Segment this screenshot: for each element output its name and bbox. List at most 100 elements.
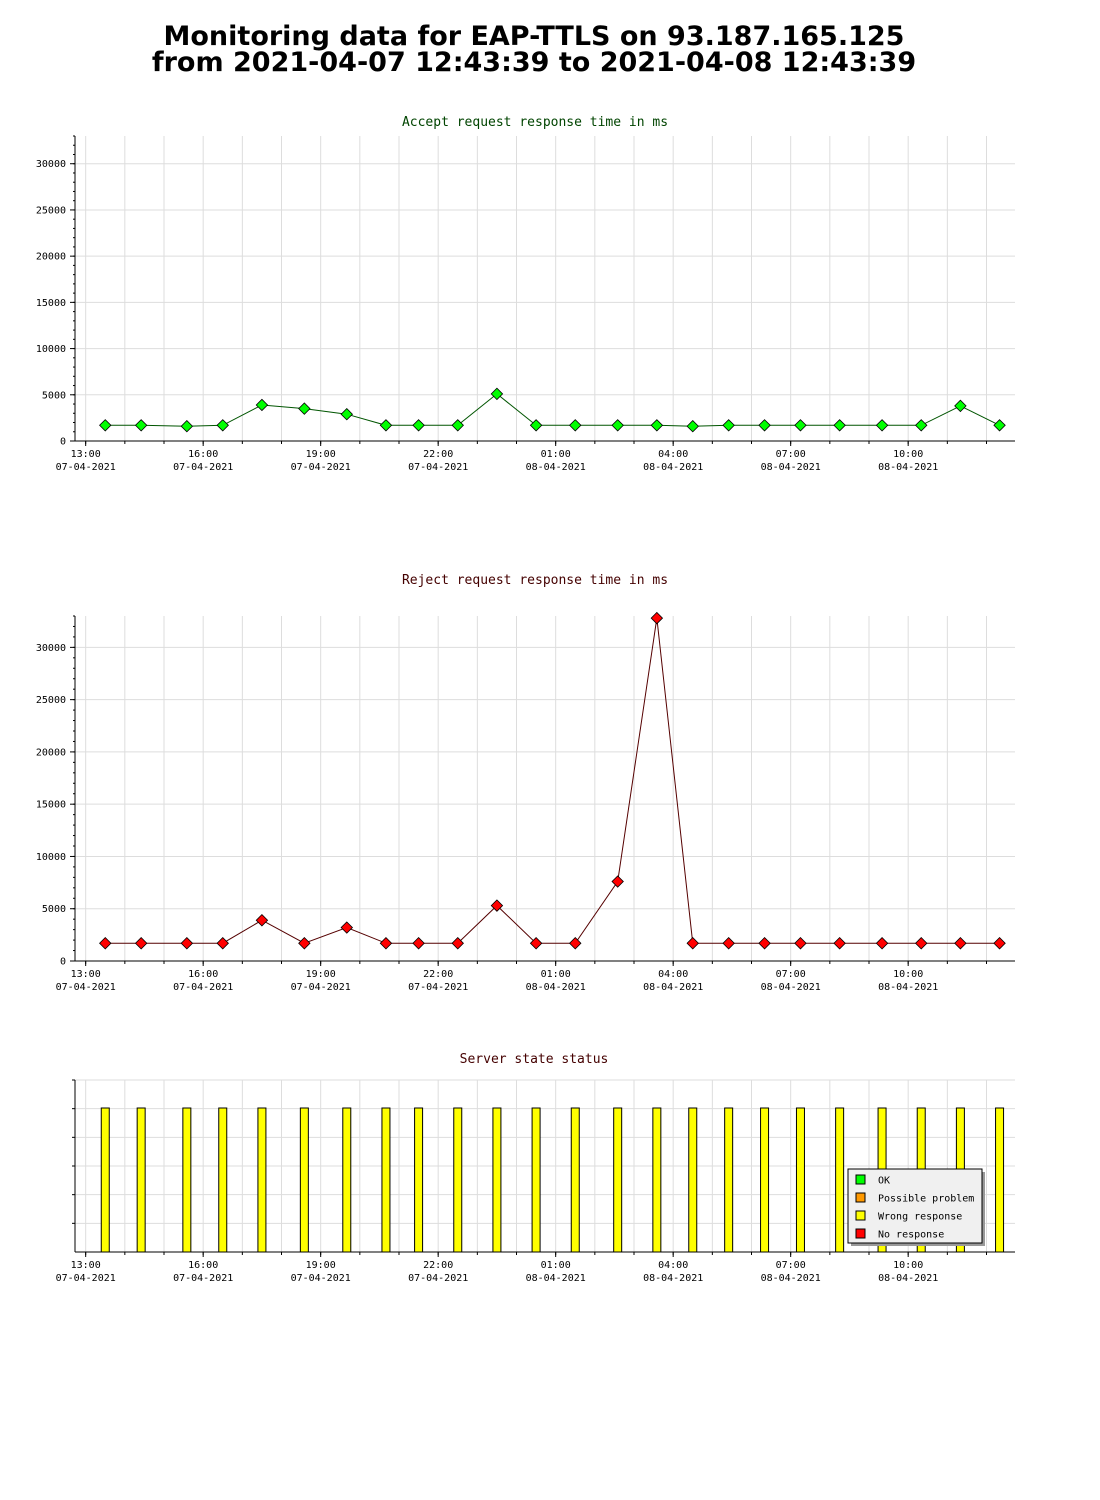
chart-1-data-point [412, 419, 425, 432]
chart-3-status-bar [995, 1107, 1005, 1253]
chart-3-status-bar [257, 1107, 267, 1253]
chart-3-x-tick-date: 07-04-2021 [173, 1273, 233, 1284]
chart-3-legend-swatch [855, 1192, 866, 1203]
chart-1-x-tick-time: 13:00 [71, 449, 101, 460]
chart-3-legend-label: OK [878, 1176, 890, 1187]
chart-2-data-point [412, 937, 425, 950]
chart-2-y-tick-label: 15000 [36, 800, 66, 811]
chart-1-data-point [915, 419, 928, 432]
chart-3-x-tick-time: 04:00 [658, 1260, 688, 1271]
chart-2-x-tick-date: 07-04-2021 [408, 982, 468, 993]
chart-2-data-point [758, 937, 771, 950]
chart-1-data-point [490, 387, 504, 401]
chart-3-status-bar [570, 1107, 580, 1253]
chart-2-x-tick-date: 08-04-2021 [526, 982, 586, 993]
chart-1-data-point [686, 419, 699, 433]
chart-1-x-tick-time: 10:00 [893, 449, 923, 460]
chart-3-x-tick-date: 07-04-2021 [56, 1273, 116, 1284]
chart-3-status-bar [652, 1107, 662, 1253]
chart-2-data-point [993, 937, 1006, 950]
chart-2-series-line [105, 618, 1000, 944]
chart-3-legend-label: No response [878, 1230, 944, 1241]
chart-1-data-point [875, 419, 889, 432]
chart-3-status-bar [342, 1107, 352, 1253]
chart-2-data-point [722, 937, 735, 950]
chart-3-x-tick-date: 08-04-2021 [878, 1273, 938, 1284]
chart-1-y-tick-label: 0 [60, 437, 66, 448]
chart-1-x-tick-date: 07-04-2021 [291, 462, 351, 473]
chart-2-y-tick-label: 30000 [36, 643, 66, 654]
chart-2-x-tick-time: 10:00 [893, 969, 923, 980]
chart-1-y-tick-label: 20000 [36, 252, 66, 263]
chart-1-x-tick-time: 19:00 [306, 449, 336, 460]
chart-3-x-tick-date: 07-04-2021 [291, 1273, 351, 1284]
chart-1-x-tick-date: 08-04-2021 [526, 462, 586, 473]
page-title-line-1: Monitoring data for EAP-TTLS on 93.187.1… [163, 21, 905, 52]
chart-1-x-tick-time: 16:00 [188, 449, 218, 460]
chart-3-status-bar [835, 1107, 845, 1253]
chart-2-y-tick-label: 5000 [42, 904, 66, 915]
chart-3-x-tick-date: 08-04-2021 [761, 1273, 821, 1284]
page-title: Monitoring data for EAP-TTLS on 93.187.1… [0, 21, 1068, 76]
chart-2-data-point [451, 937, 464, 950]
chart-2-x-tick-date: 07-04-2021 [56, 982, 116, 993]
chart-3-status-bar [100, 1107, 110, 1253]
chart-3-legend-swatch [855, 1228, 866, 1239]
chart-3-legend-swatch [855, 1174, 866, 1185]
chart-3-status-bar [688, 1107, 698, 1253]
chart-3-status-bar [381, 1107, 391, 1253]
chart-2-data-point [794, 937, 807, 950]
chart-2-data-point [180, 937, 194, 950]
chart-3-legend-swatch [855, 1210, 866, 1221]
chart-2-x-tick-time: 01:00 [541, 969, 571, 980]
chart-3-x-tick-time: 07:00 [776, 1260, 806, 1271]
chart-1-data-point [134, 419, 148, 432]
chart-2-data-point [490, 899, 504, 912]
chart-1-x-tick-date: 07-04-2021 [56, 462, 116, 473]
chart-1-data-point [298, 402, 311, 415]
chart-3-x-tick-time: 19:00 [306, 1260, 336, 1271]
chart-1-x-tick-time: 22:00 [423, 449, 453, 460]
chart-3-x-tick-time: 10:00 [893, 1260, 923, 1271]
chart-1-x-tick-date: 08-04-2021 [878, 462, 938, 473]
chart-2-data-point [529, 937, 543, 950]
chart-1-data-point [216, 419, 229, 432]
chart-3-status-bar [531, 1107, 541, 1253]
chart-1-data-point [611, 419, 624, 432]
chart-1-data-point [758, 419, 771, 432]
chart-2-y-tick-label: 10000 [36, 852, 66, 863]
chart-1-data-point [99, 419, 112, 432]
chart-1-y-tick-label: 10000 [36, 344, 66, 355]
chart-2-x-tick-date: 08-04-2021 [761, 982, 821, 993]
chart-2-data-point [379, 937, 393, 950]
chart-2-y-tick-label: 20000 [36, 747, 66, 758]
chart-1-y-tick-label: 15000 [36, 298, 66, 309]
chart-1-series-line [105, 393, 1000, 427]
chart-1-data-point [379, 419, 393, 432]
chart-2-data-point [99, 937, 112, 950]
chart-2-x-tick-time: 22:00 [423, 969, 453, 980]
chart-2-data-point [875, 937, 889, 950]
chart-3-x-tick-time: 16:00 [188, 1260, 218, 1271]
chart-2-data-point [833, 937, 846, 950]
chart-1-x-tick-time: 04:00 [658, 449, 688, 460]
chart-3-x-tick-date: 08-04-2021 [526, 1273, 586, 1284]
chart-3-status-bar [613, 1107, 623, 1253]
chart-1-data-point [833, 419, 846, 432]
chart-2-x-tick-time: 04:00 [658, 969, 688, 980]
chart-3-legend [847, 1168, 983, 1244]
chart-2-x-tick-time: 16:00 [188, 969, 218, 980]
chart-3-status-bar [182, 1107, 192, 1253]
chart-3-status-bar [724, 1107, 734, 1253]
chart-1-x-tick-date: 07-04-2021 [173, 462, 233, 473]
chart-1-data-point [794, 419, 807, 432]
chart-2-data-point [298, 937, 311, 950]
chart-2-y-tick-label: 25000 [36, 695, 66, 706]
chart-1-data-point [529, 419, 543, 432]
chart-2-x-tick-time: 07:00 [776, 969, 806, 980]
chart-2-title: Reject request response time in ms [402, 573, 668, 588]
chart-2-data-point [340, 921, 354, 934]
chart-3-x-tick-date: 07-04-2021 [408, 1273, 468, 1284]
chart-1-title: Accept request response time in ms [402, 115, 668, 130]
chart-2: Reject request response time in ms 0 5000 1… [36, 573, 1015, 993]
